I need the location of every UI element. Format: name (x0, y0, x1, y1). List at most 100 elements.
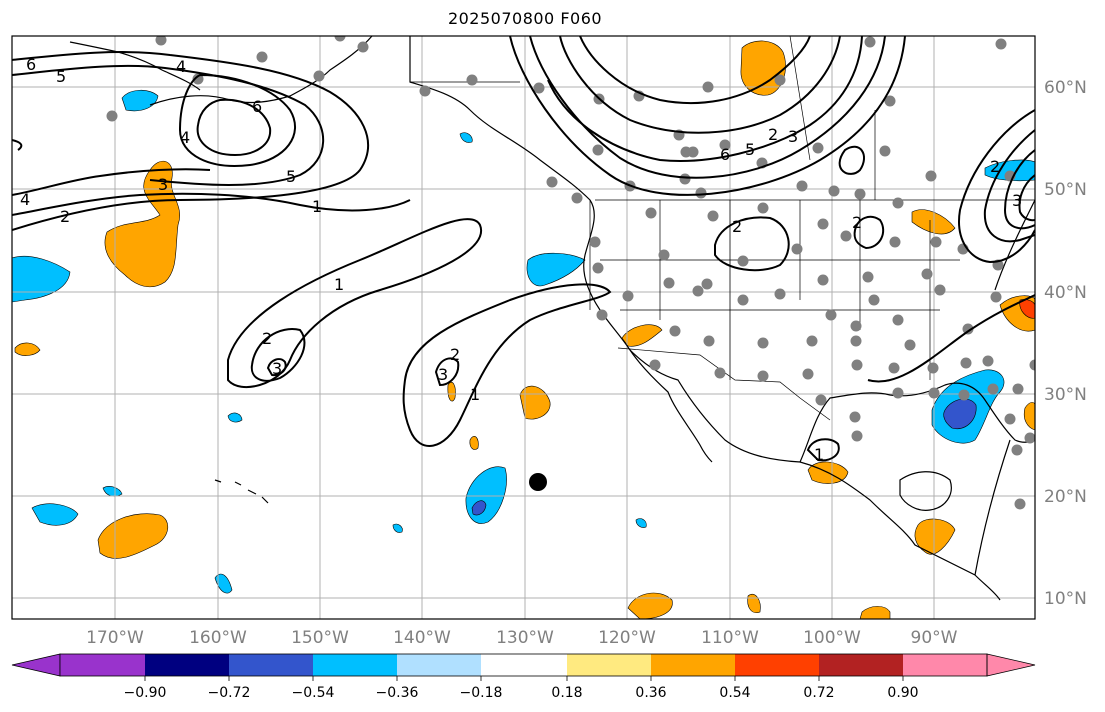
contour (838, 145, 865, 175)
contour (958, 109, 1035, 264)
anomaly-orange (747, 593, 761, 613)
contour-label: 4 (180, 128, 190, 147)
lon-label: 130°W (496, 628, 554, 648)
contour (12, 51, 370, 231)
storm-location-marker (529, 473, 547, 491)
colorbar-segment (567, 654, 651, 676)
lon-label: 100°W (803, 628, 861, 648)
contour-label: 2 (852, 213, 862, 232)
alaska-coast (149, 36, 373, 106)
colorbar-tick-label: 0.90 (887, 685, 918, 701)
colorbar-segment (313, 654, 397, 676)
anomaly-orange (859, 606, 891, 619)
anomaly-orange (447, 381, 456, 402)
colorbar-segment (145, 654, 229, 676)
colorbar-tick-label: −0.36 (376, 685, 419, 701)
contour-label: 5 (745, 140, 755, 159)
anomaly-blue (214, 573, 233, 594)
colorbar-tick-label: −0.18 (460, 685, 503, 701)
anomaly-blue (459, 132, 473, 143)
lat-label: 40°N (1044, 283, 1087, 303)
contour (266, 358, 287, 377)
contour-label: 3 (158, 175, 168, 194)
lon-label: 170°W (86, 628, 144, 648)
contour-label: 3 (438, 365, 448, 384)
colorbar-segment (735, 654, 819, 676)
colorbar-tick-label: 0.54 (719, 685, 750, 701)
contour (227, 218, 483, 389)
contour-label: 4 (176, 57, 186, 76)
aleutians (69, 41, 201, 91)
hawaii (214, 479, 269, 504)
latitude-labels: 60°N 50°N 40°N 30°N 20°N 10°N (1044, 78, 1087, 609)
contour (196, 98, 272, 157)
contour-label: 2 (990, 157, 1000, 176)
contour (714, 216, 790, 272)
contour-label: 1 (312, 197, 322, 216)
anomaly-blue (526, 252, 586, 287)
east-coast (974, 199, 1035, 576)
map-frame (11, 35, 1036, 620)
colorbar-segment (481, 654, 567, 676)
contour (867, 294, 1035, 383)
contour (250, 328, 306, 382)
contour (806, 438, 840, 462)
north-america-coast (409, 36, 1001, 601)
colorbar-segment (397, 654, 481, 676)
lat-label: 50°N (1044, 180, 1087, 200)
coastlines (69, 36, 1035, 601)
contour-label: 4 (20, 190, 30, 209)
anomaly-blue (121, 89, 159, 112)
contour-label: 2 (768, 125, 778, 144)
contour-label: 2 (262, 329, 272, 348)
contour-label: 5 (286, 167, 296, 186)
contour-label: 2 (732, 217, 742, 236)
lat-label: 20°N (1044, 487, 1087, 507)
colorbar-segment (903, 654, 987, 676)
contour (178, 73, 296, 167)
colorbar-tick-label: −0.54 (292, 685, 335, 701)
colorbar-extend-low (11, 653, 61, 677)
contour-label: 1 (814, 445, 824, 464)
lon-label: 140°W (393, 628, 451, 648)
anomaly-orange (14, 342, 41, 356)
contour (12, 139, 23, 151)
anomaly-blue (392, 523, 403, 533)
contour-label: 1 (470, 385, 480, 404)
colorbar-segment (229, 654, 313, 676)
anomaly-blue (31, 503, 79, 526)
contour (12, 192, 411, 216)
baja-peninsula (629, 349, 713, 463)
contour (559, 36, 841, 134)
colorbar-tick-label: 0.36 (635, 685, 666, 701)
contour-label: 2 (60, 207, 70, 226)
contour-label: 5 (56, 67, 66, 86)
anomaly-blue (227, 412, 243, 423)
anomaly-orange (1023, 402, 1035, 431)
contour (547, 36, 863, 162)
colorbar-tick-label: 0.72 (803, 685, 834, 701)
lon-label: 150°W (291, 628, 349, 648)
lat-label: 10°N (1044, 589, 1087, 609)
colorbar-segment (60, 654, 145, 676)
contour (579, 36, 811, 105)
contour (434, 357, 460, 387)
political-borders (409, 36, 1035, 421)
contour (1018, 174, 1035, 222)
contour (509, 36, 906, 196)
contours (12, 36, 1035, 462)
contour-label: 3 (272, 359, 282, 378)
graticule (12, 36, 1035, 619)
contour (1003, 149, 1035, 230)
anomaly-blue (635, 518, 647, 528)
lon-label: 120°W (598, 628, 656, 648)
colorbar-tick-label: −0.72 (208, 685, 251, 701)
contour-label: 6 (26, 55, 36, 74)
lon-label: 160°W (189, 628, 247, 648)
station-dots (106, 36, 1035, 510)
contour-labels: 6 5 4 4 6 5 3 4 2 1 1 2 3 2 3 1 2 3 5 6 … (20, 55, 1022, 464)
map-background (12, 36, 1035, 619)
colorbar-extend-high (986, 653, 1036, 677)
anomaly-orange (621, 324, 663, 347)
